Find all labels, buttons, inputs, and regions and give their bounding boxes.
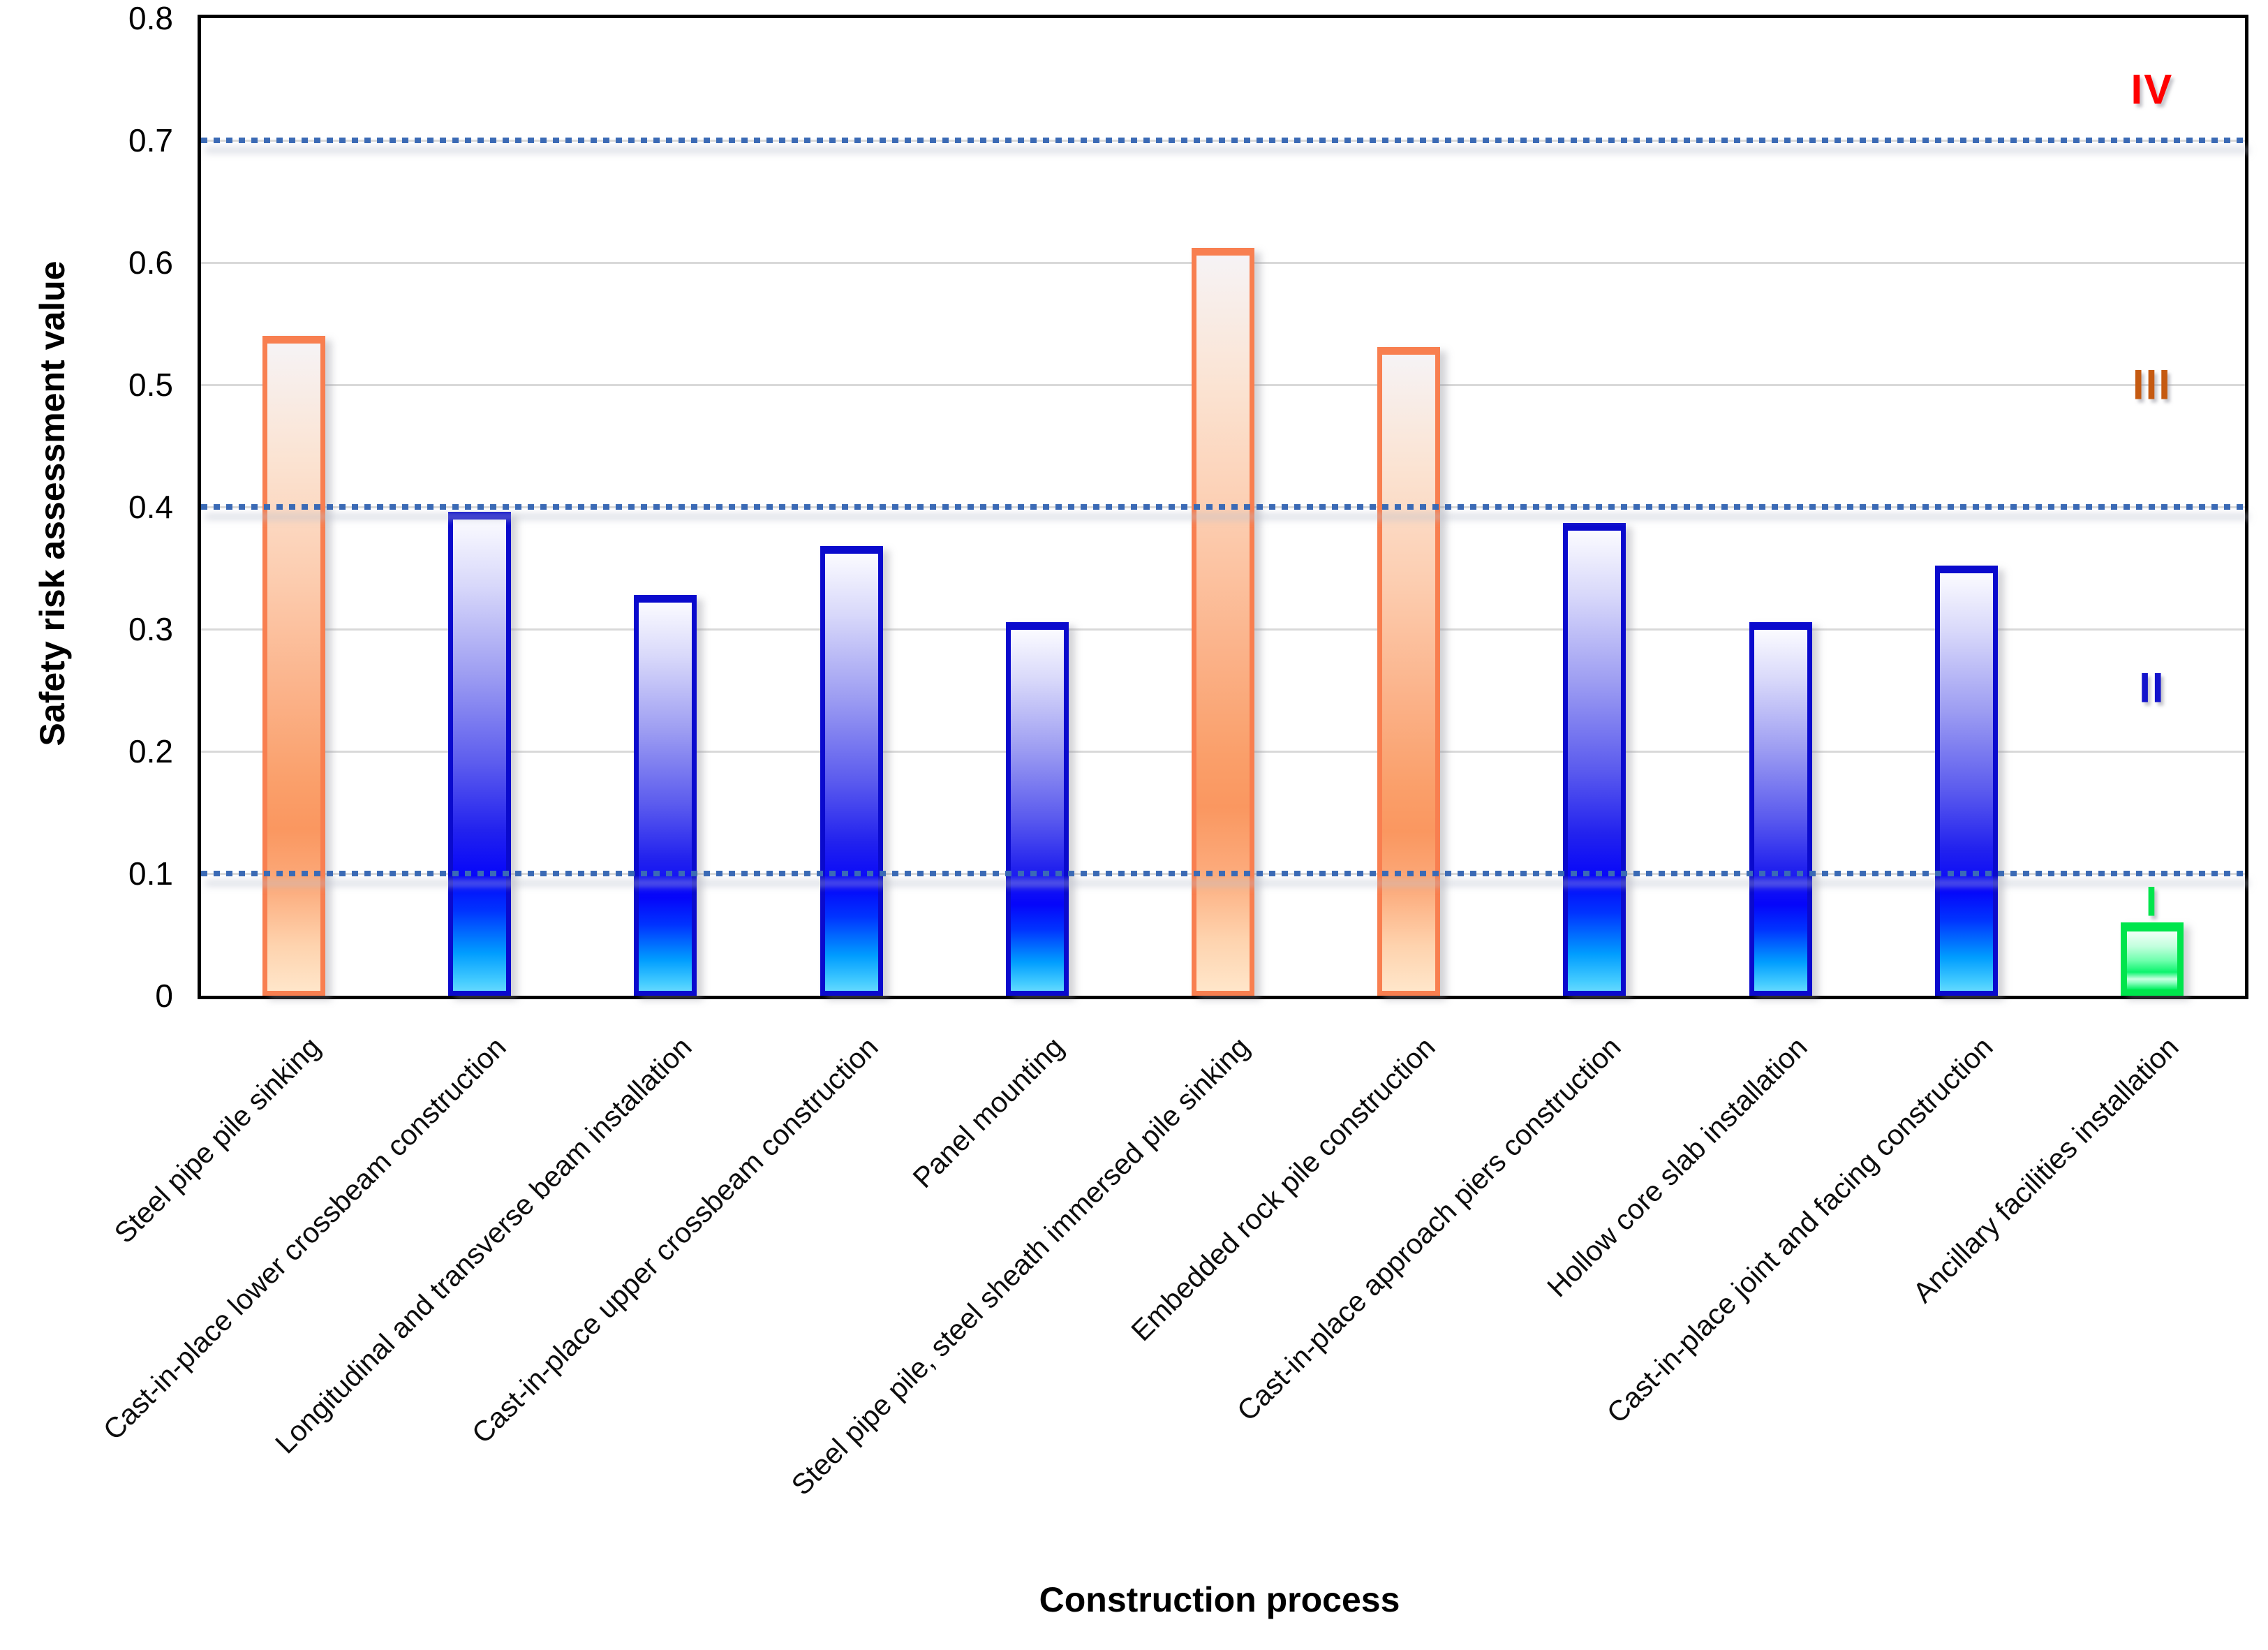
bar bbox=[2120, 922, 2184, 996]
threshold-line bbox=[201, 871, 2245, 876]
bar bbox=[1563, 522, 1626, 996]
zone-label: II bbox=[2139, 664, 2165, 712]
zone-label: I bbox=[2145, 878, 2159, 925]
y-axis-tick-label: 0 bbox=[155, 978, 173, 1014]
bar bbox=[820, 546, 883, 996]
bar bbox=[262, 336, 326, 996]
y-axis-tick-label: 0.2 bbox=[128, 733, 173, 769]
threshold-line bbox=[201, 138, 2245, 143]
y-axis-tick-label: 0.5 bbox=[128, 367, 173, 403]
y-axis-tick-label: 0.7 bbox=[128, 122, 173, 159]
y-axis-tick-label: 0.4 bbox=[128, 489, 173, 525]
plot-area: IV III II I bbox=[198, 15, 2248, 999]
bar bbox=[1934, 566, 1998, 996]
bar bbox=[448, 512, 512, 996]
bar bbox=[1377, 346, 1441, 996]
y-axis-tick-label: 0.3 bbox=[128, 611, 173, 647]
bar bbox=[634, 595, 697, 996]
y-axis-tick-label: 0.6 bbox=[128, 244, 173, 281]
x-axis-title: Construction process bbox=[1039, 1580, 1400, 1619]
threshold-line bbox=[201, 504, 2245, 510]
zone-label: IV bbox=[2130, 66, 2174, 112]
bar bbox=[1749, 621, 1812, 996]
y-axis-tick-label: 0.8 bbox=[128, 0, 173, 36]
x-axis-label: Steel pipe pile sinking bbox=[108, 1031, 327, 1250]
bar bbox=[1005, 621, 1069, 996]
y-axis-tick-label: 0.1 bbox=[128, 855, 173, 892]
zone-label: III bbox=[2132, 361, 2172, 408]
bar bbox=[1192, 248, 1254, 996]
